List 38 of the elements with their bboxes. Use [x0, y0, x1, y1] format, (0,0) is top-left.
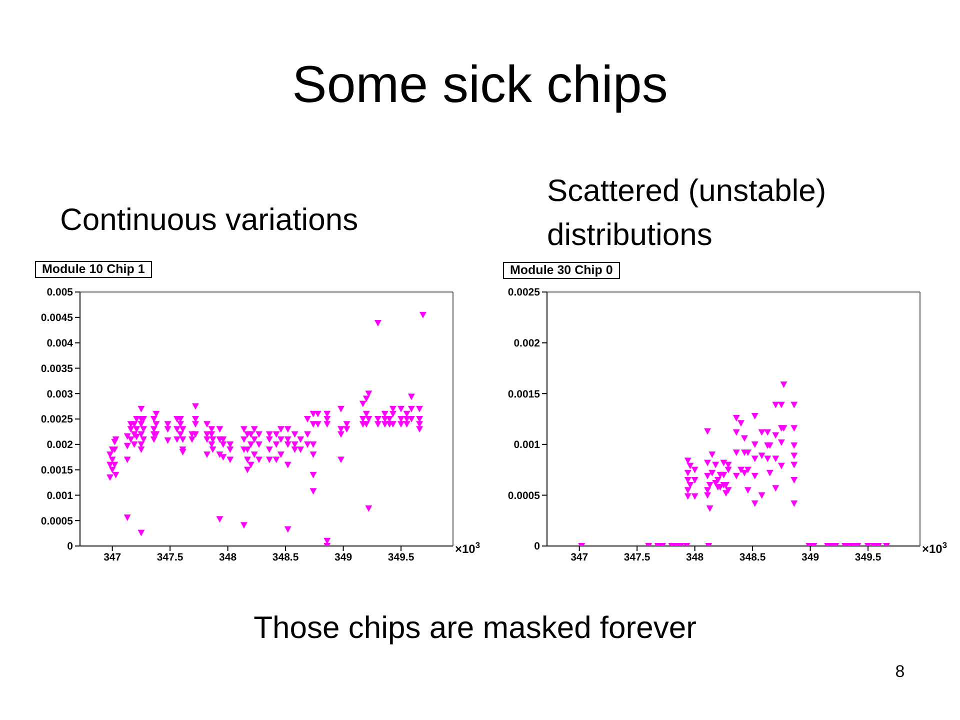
x-tick-label: 348 — [686, 551, 704, 564]
y-tick-label: 0.0035 — [40, 362, 74, 375]
text: 8 — [894, 662, 906, 682]
y-tick-label: 0.003 — [46, 388, 74, 400]
x-axis-title: ×10$^{3}$ — [922, 540, 948, 556]
y-tick-label: 0.0045 — [40, 312, 74, 324]
y-tick-label: 0.0005 — [508, 490, 540, 502]
x-tick-label: 349 — [334, 551, 352, 564]
y-tick-label: 0.0015 — [40, 464, 74, 477]
y-tick-label: 0.005 — [46, 286, 74, 299]
y-tick-label: 0.0025 — [40, 414, 74, 426]
y-tick-label: 0.0005 — [40, 515, 74, 528]
text: Those chips are masked forever — [252, 610, 698, 646]
text: Some sick chips — [291, 55, 669, 115]
y-tick-label: 0.0015 — [508, 388, 540, 400]
y-tick-label: 0.0025 — [508, 286, 540, 299]
x-tick-label: 348.5 — [739, 551, 766, 564]
y-tick-label: 0.004 — [46, 338, 74, 350]
chart-subtitle: Continuous variations — [60, 201, 360, 239]
y-tick-label: 0.001 — [46, 490, 74, 502]
x-tick-label: 347.5 — [156, 551, 184, 564]
x-tick-label: 347 — [570, 551, 588, 564]
x-tick-label: 349.5 — [854, 551, 882, 564]
y-tick-label: 0.002 — [514, 338, 540, 350]
y-tick-label: 0 — [67, 540, 74, 553]
chart-subtitle: Scattered (unstable) distributions — [547, 172, 828, 254]
chart-title: Module 10 Chip 1 — [35, 261, 152, 278]
x-tick-label: 347.5 — [624, 551, 650, 564]
x-tick-label: 348 — [219, 551, 237, 564]
chart-title: Module 30 Chip 0 — [503, 262, 620, 279]
y-tick-label: 0.001 — [514, 439, 540, 452]
y-tick-label: 0.002 — [46, 439, 74, 452]
x-tick-label: 348.5 — [272, 551, 299, 564]
x-tick-label: 349.5 — [388, 551, 414, 564]
x-axis-title: ×10$^{3}$ — [455, 540, 480, 556]
y-tick-label: 0 — [534, 540, 540, 553]
x-tick-label: 347 — [104, 551, 122, 564]
x-tick-label: 349 — [802, 551, 820, 564]
